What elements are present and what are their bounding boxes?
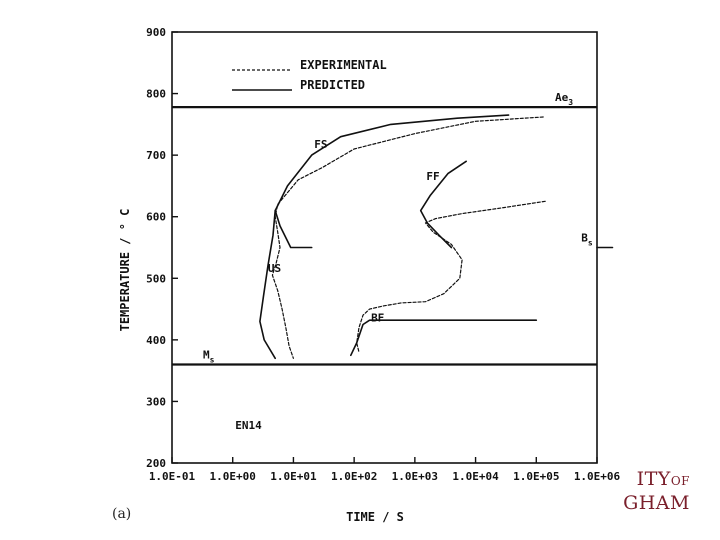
predicted-curve — [259, 209, 276, 360]
annotation-bf: BF — [371, 311, 384, 324]
predicted-curve — [274, 114, 510, 249]
logo-text-1: ITY — [636, 468, 671, 490]
x-tick-label: 1.0E+06 — [574, 470, 621, 483]
tick-labels: 200 300 400 500 600 700 800 900 1.0E-01 1.0E+00 1.… — [146, 26, 620, 483]
x-tick-label: 1.0E+00 — [210, 470, 256, 483]
ms-label: Ms — [203, 348, 215, 364]
y-tick-label: 300 — [146, 395, 166, 408]
x-tick-label: 1.0E+05 — [513, 470, 559, 483]
x-axis-label: TIME / S — [346, 510, 404, 524]
y-tick-label: 700 — [146, 149, 166, 162]
experimental-curve — [356, 200, 546, 353]
ms-subscript: s — [210, 355, 215, 364]
logo-text-of: OF — [670, 474, 690, 488]
x-tick-label: 1.0E+02 — [331, 470, 377, 483]
plot-area — [171, 31, 598, 464]
plot-frame — [171, 31, 598, 464]
ae3-label: Ae3 — [555, 91, 573, 107]
x-tick-label: 1.0E+01 — [270, 470, 317, 483]
y-tick-label: 600 — [146, 211, 166, 224]
y-axis-label: TEMPERATURE / ° C — [118, 209, 132, 332]
ae3-subscript: 3 — [568, 98, 573, 107]
x-tick-label: 1.0E+03 — [392, 470, 438, 483]
legend-label: PREDICTED — [300, 78, 365, 92]
predicted-curve — [350, 319, 538, 357]
y-tick-label: 400 — [146, 334, 166, 347]
y-tick-label: 200 — [146, 457, 166, 470]
series-group — [259, 114, 614, 360]
y-tick-label: 900 — [146, 26, 166, 39]
x-tick-label: 1.0E+04 — [452, 470, 499, 483]
reference-lines: Ae3 Ms — [172, 91, 597, 366]
figure-label: (a) — [112, 506, 132, 522]
university-logo-line2: GHAM — [623, 492, 690, 514]
annotation-en14: EN14 — [235, 419, 262, 432]
y-tick-label: 500 — [146, 272, 166, 285]
y-tick-label: 800 — [146, 88, 166, 101]
university-logo-line1: ITYOF — [637, 468, 690, 490]
annotations: FS FF Bs US BF EN14 — [235, 138, 593, 432]
experimental-curve — [271, 116, 544, 359]
annotation-us: US — [268, 262, 281, 275]
annotation-ff: FF — [426, 170, 439, 183]
annotation-subscript: s — [588, 238, 593, 247]
x-tick-label: 1.0E-01 — [149, 470, 196, 483]
predicted-curve — [419, 160, 467, 249]
legend: EXPERIMENTAL PREDICTED — [232, 58, 387, 92]
legend-label: EXPERIMENTAL — [300, 58, 387, 72]
annotation-fs: FS — [314, 138, 327, 151]
annotation-b: Bs — [581, 231, 593, 247]
